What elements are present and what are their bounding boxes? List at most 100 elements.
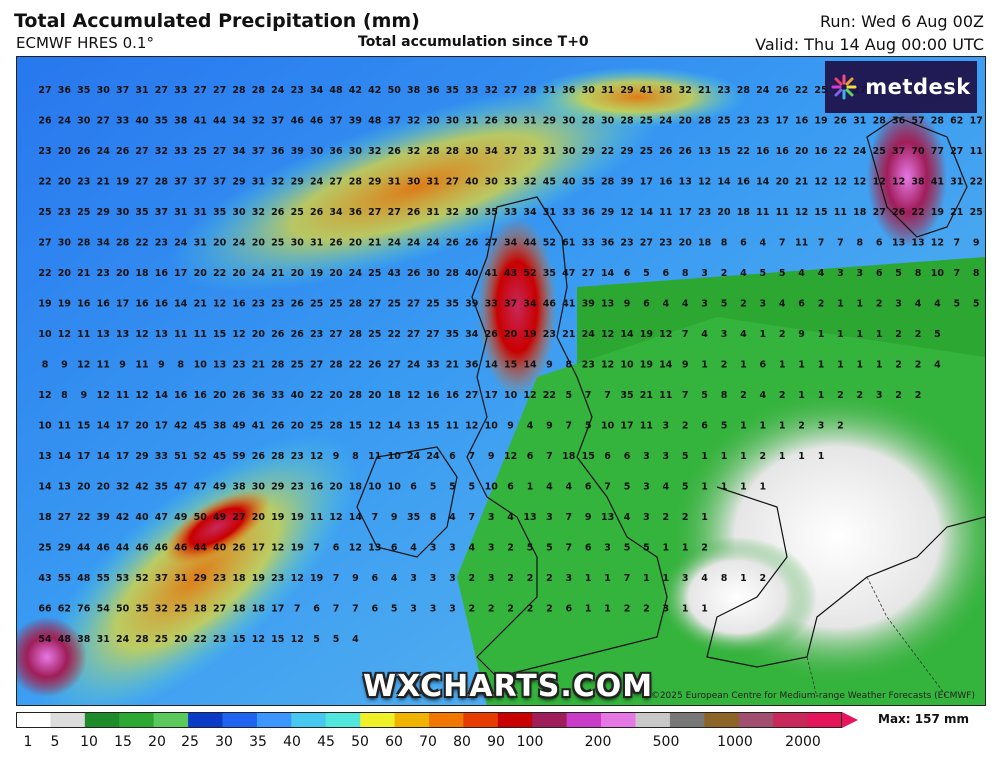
grid-value: 46 — [310, 116, 324, 127]
grid-value: 21 — [950, 207, 963, 218]
grid-value: 41 — [194, 116, 207, 127]
grid-value: 21 — [252, 360, 265, 371]
grid-value: 22 — [310, 390, 323, 401]
grid-value: 2 — [837, 421, 844, 432]
grid-value: 12 — [213, 299, 226, 310]
grid-value: 54 — [38, 634, 52, 645]
grid-value: 20 — [97, 482, 111, 493]
map-canvas: 27 36 35 30 37 31 27 33 27 27 28 28 24 23 34 48 42 42 50 38… — [17, 57, 985, 705]
grid-value: 19 — [931, 207, 944, 218]
grid-value: 16 — [232, 299, 246, 310]
legend-tick-label: 80 — [453, 734, 471, 750]
grid-value: 1 — [701, 512, 708, 523]
grid-value: 2 — [915, 360, 922, 371]
grid-value: 23 — [97, 268, 110, 279]
grid-value: 22 — [601, 146, 614, 157]
grid-value: 24 — [407, 451, 421, 462]
grid-value: 28 — [873, 116, 887, 127]
grid-value: 21 — [698, 85, 711, 96]
grid-value: 6 — [313, 604, 320, 615]
grid-value: 26 — [38, 116, 52, 127]
grid-value: 76 — [77, 604, 91, 615]
grid-value: 20 — [679, 238, 693, 249]
grid-value: 38 — [911, 177, 925, 188]
grid-value: 16 — [737, 177, 751, 188]
grid-value: 27 — [135, 177, 148, 188]
grid-value: 4 — [701, 329, 708, 340]
grid-value: 54 — [97, 604, 111, 615]
grid-value: 37 — [504, 146, 517, 157]
grid-value: 1 — [701, 451, 708, 462]
grid-value: 25 — [388, 299, 401, 310]
grid-value: 26 — [465, 238, 479, 249]
precipitation-map[interactable]: 27 36 35 30 37 31 27 33 27 27 28 28 24 23 34 48 42 42 50 38… — [16, 56, 986, 706]
grid-value: 32 — [252, 207, 265, 218]
grid-value: 29 — [194, 573, 207, 584]
grid-value: 9 — [488, 451, 495, 462]
grid-value: 30 — [485, 177, 499, 188]
grid-value: 33 — [271, 390, 284, 401]
legend-tick-label: 10 — [80, 734, 98, 750]
grid-value: 38 — [232, 482, 246, 493]
grid-value: 7 — [333, 604, 340, 615]
grid-value: 18 — [388, 390, 402, 401]
grid-value: 8 — [565, 360, 572, 371]
grid-value: 45 — [213, 451, 226, 462]
grid-value: 6 — [624, 268, 631, 279]
grid-value: 6 — [759, 360, 766, 371]
grid-value: 29 — [543, 116, 556, 127]
grid-value: 6 — [662, 268, 669, 279]
grid-value: 3 — [876, 390, 883, 401]
grid-value: 39 — [620, 177, 633, 188]
grid-value: 12 — [349, 543, 362, 554]
grid-value: 3 — [488, 543, 495, 554]
grid-value: 27 — [873, 207, 886, 218]
precipitation-grid-values: 27 36 35 30 37 31 27 33 27 27 28 28 24 23 34 48 42 42 50 38… — [38, 85, 982, 645]
grid-value: 27 — [504, 85, 517, 96]
grid-value: 11 — [135, 360, 148, 371]
grid-value: 5 — [682, 482, 689, 493]
grid-value: 21 — [77, 268, 90, 279]
grid-value: 5 — [643, 543, 650, 554]
grid-value: 20 — [252, 329, 266, 340]
grid-value: 20 — [679, 116, 693, 127]
grid-value: 14 — [97, 451, 111, 462]
grid-value: 25 — [368, 329, 381, 340]
grid-value: 20 — [368, 390, 382, 401]
colorbar-segment — [532, 712, 568, 728]
grid-value: 37 — [892, 146, 905, 157]
grid-value: 19 — [523, 329, 536, 340]
grid-value: 28 — [329, 421, 343, 432]
legend-tick-label: 25 — [181, 734, 199, 750]
grid-value: 10 — [931, 268, 945, 279]
grid-value: 6 — [565, 604, 572, 615]
grid-value: 20 — [349, 238, 363, 249]
grid-value: 17 — [485, 390, 498, 401]
colorbar-segment — [773, 712, 809, 728]
grid-value: 2 — [527, 573, 534, 584]
grid-value: 10 — [388, 482, 402, 493]
grid-value: 3 — [488, 512, 495, 523]
grid-value: 26 — [892, 207, 906, 218]
grid-value: 5 — [391, 604, 398, 615]
grid-value: 26 — [252, 451, 266, 462]
grid-value: 37 — [213, 177, 226, 188]
grid-value: 1 — [701, 482, 708, 493]
grid-value: 25 — [970, 207, 983, 218]
grid-value: 20 — [58, 268, 72, 279]
grid-value: 6 — [798, 299, 805, 310]
grid-value: 14 — [388, 421, 402, 432]
grid-value: 11 — [174, 329, 187, 340]
grid-value: 1 — [682, 543, 689, 554]
grid-value: 4 — [449, 512, 456, 523]
grid-value: 40 — [213, 543, 227, 554]
grid-value: 13 — [911, 238, 924, 249]
grid-value: 10 — [38, 421, 52, 432]
grid-value: 26 — [679, 146, 693, 157]
grid-value: 6 — [585, 543, 592, 554]
grid-value: 77 — [931, 146, 944, 157]
grid-value: 26 — [271, 207, 285, 218]
grid-value: 39 — [291, 146, 304, 157]
grid-value: 16 — [756, 146, 770, 157]
grid-value: 22 — [213, 268, 226, 279]
